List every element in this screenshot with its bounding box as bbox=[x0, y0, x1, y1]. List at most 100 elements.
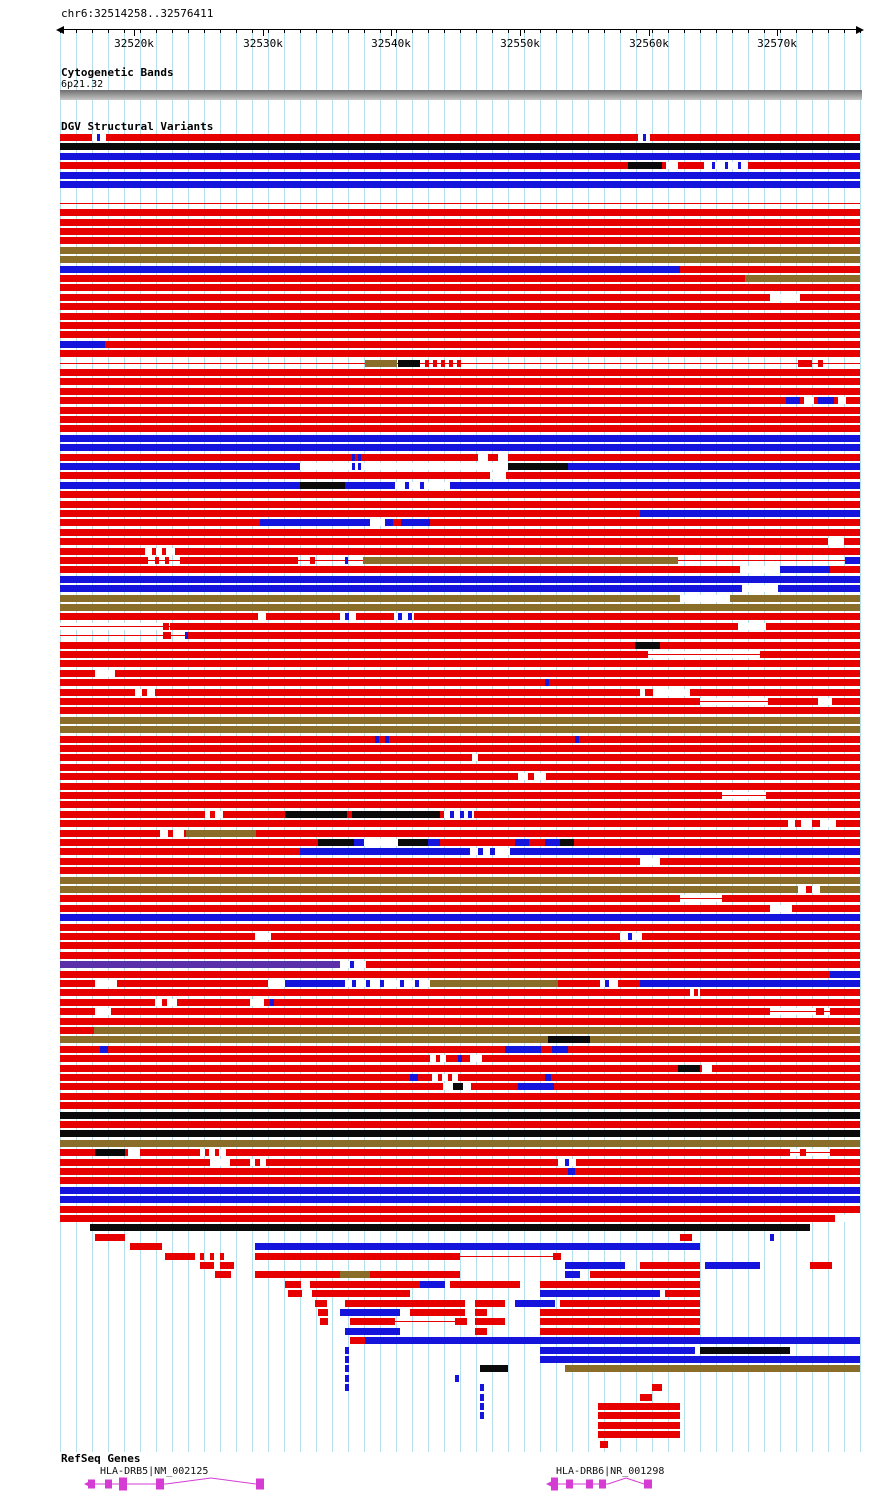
variant-bar[interactable] bbox=[410, 1074, 418, 1081]
variant-bar[interactable] bbox=[450, 1281, 520, 1288]
variant-bar[interactable] bbox=[60, 830, 860, 837]
variant-bar[interactable] bbox=[628, 933, 632, 940]
variant-bar[interactable] bbox=[315, 1300, 327, 1307]
variant-bar[interactable] bbox=[385, 736, 389, 743]
variant-bar[interactable] bbox=[60, 820, 860, 827]
variant-bar[interactable] bbox=[652, 1384, 662, 1391]
variant-bar[interactable] bbox=[725, 162, 728, 169]
variant-bar[interactable] bbox=[285, 980, 345, 987]
variant-bar[interactable] bbox=[420, 482, 424, 489]
variant-bar[interactable] bbox=[786, 397, 800, 404]
variant-bar[interactable] bbox=[60, 1196, 860, 1203]
variant-bar[interactable] bbox=[60, 576, 860, 583]
variant-bar[interactable] bbox=[60, 134, 860, 141]
variant-bar[interactable] bbox=[553, 1253, 561, 1260]
variant-bar[interactable] bbox=[568, 1168, 575, 1175]
variant-bar[interactable] bbox=[540, 1281, 700, 1288]
variant-bar[interactable] bbox=[350, 1318, 395, 1325]
variant-bar[interactable] bbox=[480, 1365, 508, 1372]
variant-bar[interactable] bbox=[640, 980, 860, 987]
variant-bar[interactable] bbox=[605, 980, 609, 987]
variant-bar[interactable] bbox=[340, 1309, 400, 1316]
variant-bar[interactable] bbox=[705, 1262, 760, 1269]
variant-bar[interactable] bbox=[60, 1018, 860, 1025]
variant-bar[interactable] bbox=[318, 1309, 328, 1316]
variant-bar[interactable] bbox=[441, 360, 445, 367]
variant-bar[interactable] bbox=[635, 642, 660, 649]
variant-bar[interactable] bbox=[488, 454, 498, 461]
variant-bar[interactable] bbox=[60, 914, 860, 921]
variant-bar[interactable] bbox=[60, 660, 860, 667]
variant-bar[interactable] bbox=[165, 1253, 195, 1260]
variant-bar[interactable] bbox=[60, 378, 860, 385]
variant-bar[interactable] bbox=[415, 980, 419, 987]
variant-bar[interactable] bbox=[60, 670, 860, 677]
variant-bar[interactable] bbox=[60, 1121, 860, 1128]
variant-bar[interactable] bbox=[680, 162, 700, 169]
variant-bar[interactable] bbox=[352, 454, 355, 461]
variant-bar[interactable] bbox=[60, 1046, 860, 1053]
variant-bar[interactable] bbox=[60, 933, 860, 940]
variant-bar[interactable] bbox=[478, 848, 483, 855]
variant-bar[interactable] bbox=[400, 980, 404, 987]
variant-bar[interactable] bbox=[640, 1394, 652, 1401]
variant-bar[interactable] bbox=[60, 369, 860, 376]
variant-bar[interactable] bbox=[285, 1281, 301, 1288]
variant-bar[interactable] bbox=[398, 360, 420, 367]
variant-bar[interactable] bbox=[598, 1422, 680, 1429]
variant-bar[interactable] bbox=[795, 820, 801, 827]
variant-bar[interactable] bbox=[60, 341, 860, 348]
variant-bar[interactable] bbox=[455, 1375, 459, 1382]
variant-bar[interactable] bbox=[60, 482, 860, 489]
variant-bar[interactable] bbox=[215, 1149, 219, 1156]
variant-bar[interactable] bbox=[60, 642, 860, 649]
variant-bar[interactable] bbox=[480, 1403, 484, 1410]
variant-bar[interactable] bbox=[210, 811, 215, 818]
variant-bar[interactable] bbox=[565, 1365, 860, 1372]
variant-bar[interactable] bbox=[468, 811, 472, 818]
variant-bar[interactable] bbox=[345, 557, 348, 564]
variant-bar[interactable] bbox=[180, 557, 298, 564]
variant-bar[interactable] bbox=[436, 1055, 440, 1062]
variant-bar[interactable] bbox=[460, 811, 464, 818]
variant-bar[interactable] bbox=[310, 1281, 420, 1288]
variant-bar[interactable] bbox=[270, 999, 274, 1006]
variant-bar[interactable] bbox=[598, 1431, 680, 1438]
variant-bar[interactable] bbox=[60, 745, 860, 752]
variant-bar[interactable] bbox=[60, 181, 860, 188]
variant-bar[interactable] bbox=[560, 1300, 700, 1307]
variant-bar[interactable] bbox=[345, 613, 349, 620]
variant-bar[interactable] bbox=[560, 839, 574, 846]
variant-bar[interactable] bbox=[60, 886, 860, 893]
variant-bar[interactable] bbox=[318, 839, 354, 846]
variant-bar[interactable] bbox=[60, 792, 860, 799]
variant-bar[interactable] bbox=[540, 1309, 700, 1316]
variant-bar[interactable] bbox=[165, 557, 169, 564]
variant-bar[interactable] bbox=[830, 971, 860, 978]
variant-bar[interactable] bbox=[380, 980, 384, 987]
variant-bar[interactable] bbox=[60, 736, 860, 743]
variant-bar[interactable] bbox=[320, 1318, 328, 1325]
variant-bar[interactable] bbox=[449, 360, 453, 367]
variant-bar[interactable] bbox=[60, 867, 860, 874]
variant-bar[interactable] bbox=[142, 689, 147, 696]
variant-bar[interactable] bbox=[60, 858, 860, 865]
variant-bar[interactable] bbox=[60, 331, 860, 338]
variant-bar[interactable] bbox=[60, 313, 860, 320]
variant-bar[interactable] bbox=[60, 228, 860, 235]
variant-bar[interactable] bbox=[565, 1262, 625, 1269]
variant-bar[interactable] bbox=[60, 491, 860, 498]
variant-bar[interactable] bbox=[60, 566, 860, 573]
variant-bar[interactable] bbox=[60, 773, 860, 780]
variant-bar[interactable] bbox=[168, 830, 173, 837]
variant-bar[interactable] bbox=[60, 905, 860, 912]
variant-bar[interactable] bbox=[155, 557, 159, 564]
variant-bar[interactable] bbox=[600, 1441, 608, 1448]
variant-bar[interactable] bbox=[60, 754, 860, 761]
variant-bar[interactable] bbox=[455, 1318, 467, 1325]
variant-bar[interactable] bbox=[810, 1262, 832, 1269]
variant-bar[interactable] bbox=[60, 284, 860, 291]
variant-bar[interactable] bbox=[475, 1300, 505, 1307]
variant-bar[interactable] bbox=[350, 1337, 365, 1344]
variant-bar[interactable] bbox=[60, 1074, 860, 1081]
